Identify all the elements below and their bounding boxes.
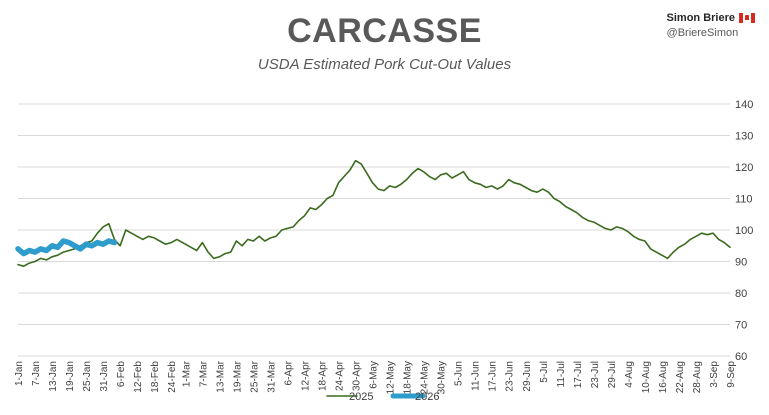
x-tick-label: 23-Jun [505,361,516,392]
x-tick-label: 5-Jun [454,361,465,386]
x-tick-label: 19-Jan [65,361,76,392]
page-subtitle: USDA Estimated Pork Cut-Out Values [257,56,512,73]
x-tick-label: 30-May [437,361,448,394]
x-tick-label: 18-Apr [318,360,329,391]
y-tick-label: 130 [735,131,753,143]
x-tick-label: 29-Jun [522,361,533,392]
x-tick-label: 24-May [420,361,431,394]
legend-label-2026: 2026 [415,391,439,403]
x-axis-ticks: 1-Jan 7-Jan 13-Jan 19-Jan 25-Jan 31-Jan 6-Feb 1… [14,360,737,394]
y-axis-ticks: 60 70 80 90 100 110 120 130 140 [735,99,753,363]
series-line-2026 [15,238,118,257]
y-tick-label: 100 [735,225,753,237]
legend-label-2025: 2025 [349,391,373,403]
x-tick-label: 22-Aug [675,361,686,393]
x-tick-label: 1-Mar [181,360,192,387]
x-tick-label: 23-Jul [590,361,601,388]
x-tick-label: 7-Mar [198,360,209,387]
x-tick-label: 31-Mar [266,360,277,392]
y-tick-label: 80 [735,288,747,300]
x-tick-label: 12-May [386,361,397,394]
x-tick-label: 17-Jun [488,361,499,392]
x-tick-label: 13-Mar [215,360,226,392]
y-tick-label: 120 [735,162,753,174]
page-title: CARCASSE [287,12,482,50]
x-tick-label: 17-Jul [573,361,584,388]
x-tick-label: 24-Apr [335,360,346,391]
x-tick-label: 4-Aug [624,361,635,388]
y-tick-label: 70 [735,320,747,332]
x-tick-label: 16-Aug [658,361,669,393]
x-tick-label: 11-Jul [556,361,567,388]
x-tick-label: 10-Aug [641,361,652,393]
x-tick-label: 28-Aug [692,361,703,393]
chart-legend: 2025 2026 [326,391,439,403]
x-tick-label: 3-Sep [709,361,720,388]
y-tick-label: 140 [735,99,753,111]
canada-flag-icon [739,13,755,23]
x-tick-label: 5-Jul [539,361,550,383]
x-tick-label: 18-Feb [150,361,161,393]
x-tick-label: 6-Apr [283,360,294,385]
x-tick-label: 6-Feb [116,361,127,388]
x-tick-label: 7-Jan [31,361,42,386]
author-handle: @BriereSimon [666,27,739,39]
y-tick-label: 110 [735,194,753,206]
author-block: Simon Briere @BriereSimon [667,12,755,39]
x-tick-label: 30-Apr [352,360,363,391]
author-name-row: Simon Briere [667,12,755,24]
chart-gridlines [18,103,730,357]
x-tick-label: 24-Feb [167,361,178,393]
x-tick-label: 11-Jun [471,361,482,391]
series-line-2025 [17,159,731,267]
y-tick-label: 90 [735,257,747,269]
x-tick-label: 25-Mar [249,360,260,392]
x-tick-label: 25-Jan [82,361,93,392]
x-tick-label: 6-May [369,361,380,389]
x-tick-label: 12-Feb [133,361,144,393]
x-tick-label: 13-Jan [48,361,59,392]
x-tick-label: 18-May [403,361,414,394]
x-tick-label: 31-Jan [99,361,110,392]
x-tick-label: 12-Apr [301,360,312,391]
x-tick-label: 9-Sep [726,361,737,388]
y-tick-label: 60 [735,351,747,363]
x-tick-label: 1-Jan [14,361,25,386]
chart-series [15,159,731,267]
author-name: Simon Briere [666,12,735,24]
x-tick-label: 29-Jul [607,361,618,388]
x-tick-label: 19-Mar [232,360,243,392]
